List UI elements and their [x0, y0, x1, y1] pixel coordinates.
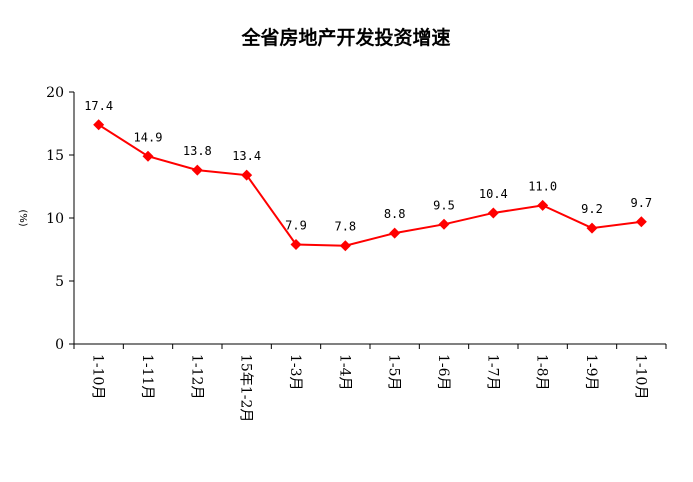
- chart-title: 全省房地产开发投资增速: [240, 26, 450, 49]
- x-ticks: 1-10月 1-11月 1-12月 15年1-2月 1-3月 1-4月 1-5月 1-6月 1-…: [73, 344, 667, 422]
- data-label: 14.9: [134, 130, 163, 144]
- data-point-marker: [438, 218, 450, 230]
- x-tick-label: 1-11月: [139, 354, 155, 399]
- data-label: 8.8: [384, 207, 406, 221]
- data-label: 7.9: [285, 218, 307, 232]
- data-point-marker: [241, 169, 253, 181]
- x-tick-label: 1-5月: [386, 354, 402, 391]
- x-tick-label: 1-9月: [583, 354, 599, 391]
- data-point-marker: [142, 150, 154, 162]
- y-tick-label: 5: [55, 274, 64, 290]
- data-label: 11.0: [528, 179, 557, 193]
- data-label: 9.5: [433, 198, 455, 212]
- data-point-marker: [191, 164, 203, 176]
- x-tick-label: 1-3月: [287, 354, 303, 391]
- data-point-marker: [389, 227, 401, 239]
- x-tick-label: 1-4月: [336, 354, 352, 391]
- x-tick-label: 1-10月: [90, 354, 106, 399]
- data-label: 9.2: [581, 202, 603, 216]
- series-line: [98, 123, 642, 247]
- axes: [73, 92, 666, 345]
- data-point-marker: [537, 199, 549, 211]
- data-point-marker: [635, 216, 647, 228]
- data-label: 7.8: [334, 220, 356, 234]
- data-point-marker: [290, 238, 302, 250]
- x-tick-label: 15年1-2月: [238, 354, 254, 422]
- x-tick-label: 1-7月: [484, 354, 500, 391]
- data-point-marker: [93, 119, 105, 131]
- data-label: 10.4: [479, 187, 508, 201]
- x-tick-label: 1-6月: [435, 354, 451, 391]
- y-tick-label: 20: [46, 85, 64, 101]
- y-axis-label: (%): [17, 209, 28, 226]
- data-label: 9.7: [630, 196, 652, 210]
- data-point-marker: [339, 240, 351, 252]
- y-ticks: 0 5 10 15 20: [46, 85, 74, 353]
- data-labels: 17.4 14.9 13.8 13.4 7.9 7.8 8.8 9.5 10.4 11.0 9.2 9…: [84, 99, 652, 234]
- series-polyline: [98, 123, 642, 247]
- data-point-marker: [586, 222, 598, 234]
- x-tick-label: 1-8月: [534, 354, 550, 391]
- data-label: 13.8: [183, 144, 212, 158]
- x-tick-label: 1-10月: [632, 354, 648, 399]
- y-tick-label: 0: [55, 337, 64, 353]
- data-label: 13.4: [232, 149, 261, 163]
- y-tick-label: 15: [46, 148, 64, 164]
- data-points: [93, 119, 647, 252]
- x-tick-label: 1-12月: [188, 354, 204, 399]
- data-label: 17.4: [84, 99, 113, 113]
- y-tick-label: 10: [46, 211, 64, 227]
- data-point-marker: [487, 207, 499, 219]
